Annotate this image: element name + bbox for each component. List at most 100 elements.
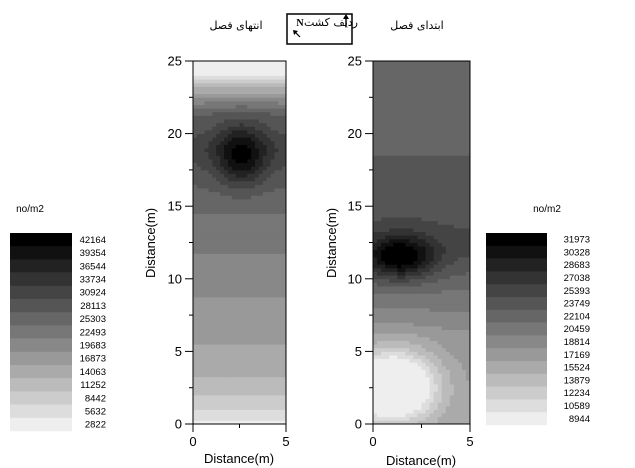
- contour-cell: [258, 209, 264, 214]
- contour-cell: [266, 155, 271, 160]
- contour-cell: [405, 329, 410, 334]
- contour-cell: [413, 68, 418, 73]
- contour-cell: [278, 260, 283, 265]
- contour-cell: [196, 61, 202, 66]
- contour-cell: [377, 104, 382, 109]
- contour-cell: [381, 257, 386, 262]
- contour-cell: [433, 104, 439, 109]
- contour-cell: [208, 61, 213, 66]
- contour-cell: [381, 238, 386, 243]
- contour-cell: [220, 64, 225, 69]
- contour-cell: [231, 126, 237, 131]
- contour-cell: [433, 405, 439, 410]
- contour-cell: [235, 238, 240, 243]
- contour-cell: [425, 394, 430, 399]
- contour-cell: [425, 129, 430, 134]
- contour-cell: [373, 129, 378, 134]
- contour-cell: [373, 362, 378, 367]
- contour-cell: [441, 333, 447, 338]
- contour-cell: [425, 336, 430, 341]
- contour-cell: [457, 278, 463, 283]
- contour-cell: [385, 369, 390, 374]
- contour-cell: [204, 336, 209, 341]
- contour-cell: [227, 82, 233, 87]
- contour-cell: [274, 336, 279, 341]
- contour-cell: [461, 355, 467, 360]
- contour-cell: [227, 296, 233, 301]
- contour-cell: [251, 416, 256, 421]
- contour-cell: [255, 282, 260, 287]
- contour-cell: [235, 325, 240, 331]
- contour-cell: [389, 188, 394, 193]
- contour-cell: [247, 217, 252, 222]
- contour-cell: [266, 224, 271, 229]
- contour-cell: [282, 184, 287, 189]
- contour-cell: [270, 227, 275, 233]
- contour-cell: [239, 213, 244, 218]
- contour-cell: [437, 333, 443, 338]
- contour-cell: [465, 227, 471, 233]
- contour-cell: [266, 180, 271, 185]
- contour-cell: [193, 100, 198, 105]
- contour-cell: [220, 93, 225, 98]
- contour-cell: [200, 82, 206, 87]
- contour-cell: [282, 246, 287, 251]
- contour-cell: [227, 260, 233, 265]
- contour-cell: [251, 111, 256, 116]
- contour-cell: [377, 293, 382, 298]
- contour-cell: [204, 213, 209, 218]
- contour-cell: [457, 235, 463, 240]
- contour-cell: [282, 351, 287, 356]
- contour-cell: [270, 191, 275, 196]
- contour-cell: [262, 307, 268, 312]
- contour-cell: [193, 362, 198, 367]
- contour-cell: [274, 140, 279, 145]
- contour-cell: [262, 198, 268, 203]
- contour-cell: [421, 387, 426, 392]
- contour-cell: [247, 166, 252, 171]
- contour-cell: [413, 340, 418, 345]
- contour-cell: [200, 315, 206, 320]
- contour-cell: [393, 75, 398, 80]
- contour-cell: [461, 184, 467, 189]
- contour-cell: [266, 257, 271, 262]
- contour-cell: [421, 286, 426, 291]
- contour-cell: [274, 358, 279, 363]
- contour-cell: [417, 129, 422, 134]
- contour-cell: [251, 133, 256, 138]
- contour-cell: [258, 413, 264, 418]
- contour-cell: [381, 369, 386, 374]
- contour-cell: [445, 75, 451, 80]
- contour-cell: [397, 293, 402, 298]
- contour-cell: [212, 336, 217, 341]
- contour-cell: [204, 391, 209, 396]
- contour-cell: [409, 188, 414, 193]
- contour-cell: [445, 82, 451, 87]
- contour-cell: [453, 271, 459, 276]
- contour-cell: [461, 188, 467, 193]
- contour-cell: [266, 362, 271, 367]
- contour-cell: [393, 206, 398, 211]
- contour-cell: [243, 344, 248, 349]
- contour-cell: [409, 376, 414, 381]
- contour-cell: [429, 71, 435, 76]
- contour-cell: [208, 286, 213, 291]
- contour-cell: [429, 159, 435, 164]
- contour-cell: [220, 242, 225, 247]
- contour-cell: [251, 137, 256, 142]
- contour-cell: [204, 104, 209, 109]
- contour-cell: [401, 191, 406, 196]
- contour-cell: [251, 159, 256, 164]
- contour-cell: [397, 86, 402, 91]
- contour-cell: [274, 300, 279, 305]
- contour-cell: [389, 195, 394, 200]
- contour-cell: [373, 271, 378, 276]
- contour-cell: [381, 351, 386, 356]
- contour-cell: [251, 351, 256, 356]
- contour-cell: [461, 347, 467, 352]
- contour-cell: [239, 365, 244, 370]
- contour-cell: [425, 278, 430, 283]
- contour-cell: [243, 137, 248, 142]
- contour-cell: [243, 402, 248, 407]
- contour-cell: [231, 220, 237, 225]
